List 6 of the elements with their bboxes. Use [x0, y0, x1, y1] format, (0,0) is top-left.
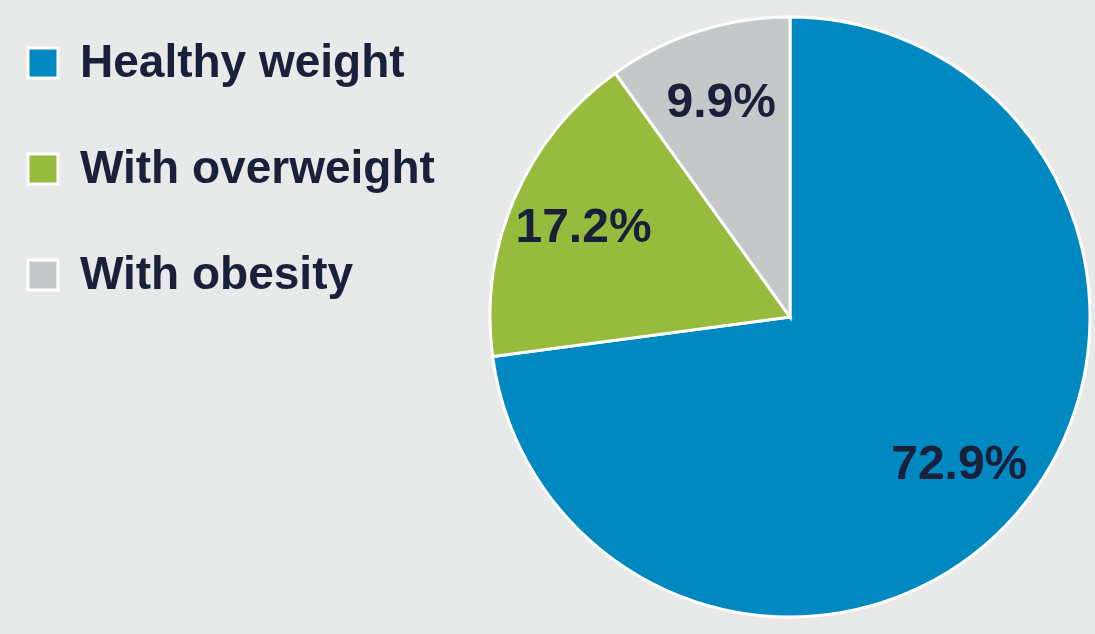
data-label: 9.9%: [666, 73, 776, 127]
legend-label: With obesity: [80, 247, 354, 299]
legend-label: Healthy weight: [80, 35, 405, 87]
data-label: 17.2%: [515, 198, 652, 252]
legend-label: With overweight: [80, 141, 435, 193]
data-label: 72.9%: [891, 436, 1028, 490]
